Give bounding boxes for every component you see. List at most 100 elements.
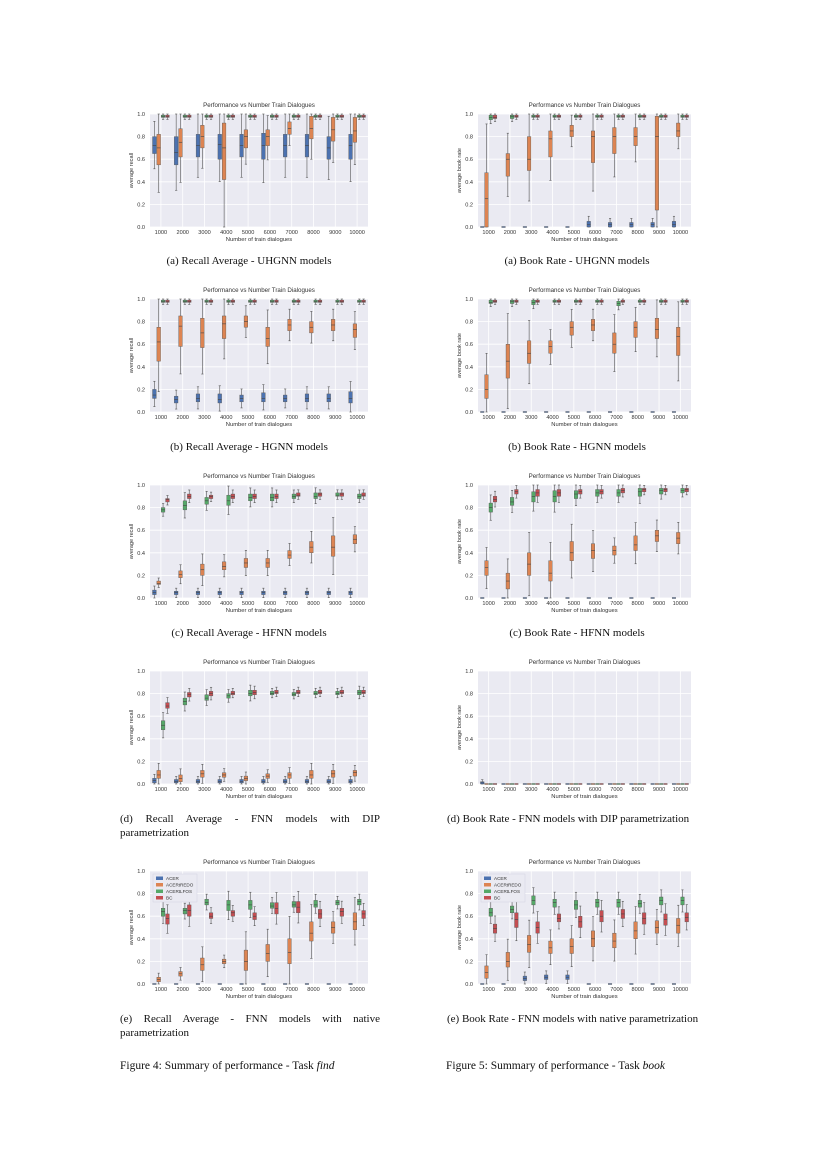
box-acertlfos (270, 687, 275, 699)
box-acertredo (612, 783, 617, 785)
box (283, 591, 288, 595)
box (270, 691, 275, 695)
box (514, 912, 519, 928)
y-tick-label: 0.4 (137, 551, 145, 557)
x-tick-label: 10000 (349, 415, 365, 421)
plot-area (150, 299, 368, 412)
box-acer (629, 783, 634, 785)
y-tick-label: 0.2 (137, 959, 145, 965)
box-acertredo (156, 763, 161, 785)
box-acertredo (569, 523, 574, 579)
box-acertlfos (161, 298, 166, 305)
legend-label: ACER (494, 876, 507, 881)
box-bc (296, 298, 301, 305)
box-bc (274, 298, 279, 305)
box (629, 783, 634, 785)
box-acertlfos (637, 484, 642, 504)
x-tick-label: 4000 (220, 230, 232, 236)
box (527, 340, 532, 364)
box (510, 299, 515, 304)
chart-book-hgnn: 0.0 0.2 0.4 0.6 0.8 1.0 1000 2000 3000 4000 5000 60… (457, 297, 691, 428)
box-bc (599, 298, 604, 305)
box-acertredo (352, 765, 357, 782)
x-tick-label: 3000 (198, 601, 210, 607)
box-acer (671, 597, 676, 599)
box-acer (608, 783, 613, 785)
x-tick-label: 3000 (198, 415, 210, 421)
y-tick-label: 1.0 (137, 483, 145, 489)
y-axis-label: average recall (129, 338, 135, 373)
box-acer (239, 587, 244, 598)
box (612, 932, 617, 949)
box (283, 983, 288, 985)
box-acertredo (156, 113, 161, 193)
box (270, 902, 275, 909)
box-acertredo (527, 113, 532, 202)
box (608, 597, 613, 599)
legend-swatch (484, 896, 491, 900)
box-acertredo (309, 531, 314, 564)
box-acer (304, 113, 309, 178)
box (484, 783, 489, 785)
box-acer (348, 983, 353, 985)
box-acer (544, 970, 549, 984)
box (484, 172, 489, 228)
x-tick-label: 3000 (525, 230, 537, 236)
box-acertlfos (552, 783, 557, 785)
y-tick-label: 1.0 (465, 112, 473, 118)
box-bc (318, 489, 323, 500)
y-tick-label: 0.4 (465, 551, 473, 557)
x-tick-label: 8000 (632, 787, 644, 793)
box (165, 702, 170, 709)
box (586, 783, 591, 785)
box (283, 779, 288, 784)
box-acertlfos (616, 891, 621, 915)
x-tick-label: 6000 (264, 601, 276, 607)
box (586, 597, 591, 599)
box (591, 783, 596, 785)
box-acer (348, 381, 353, 413)
box-acertlfos (204, 893, 209, 911)
plot-title: Performance vs Number Train Dialogues (203, 102, 315, 109)
box-acer (326, 386, 331, 410)
box (243, 949, 248, 971)
y-tick-label: 0.0 (137, 982, 145, 988)
box (261, 591, 266, 595)
box (527, 136, 532, 171)
box (488, 908, 493, 917)
box-bc (493, 298, 498, 305)
plot-recall-hgnn: Performance vs Number Train Dialogues 0.… (129, 287, 368, 428)
box (152, 389, 157, 399)
box-acertredo (484, 123, 489, 228)
box (217, 393, 222, 404)
chart-recall-hgnn: 0.0 0.2 0.4 0.6 0.8 1.0 1000 2000 3000 4000 5000 60… (129, 297, 368, 428)
box (552, 783, 557, 785)
y-tick-label: 0.0 (137, 782, 145, 788)
box-bc (620, 484, 625, 498)
y-tick-label: 0.2 (137, 387, 145, 393)
box-acertredo (287, 543, 292, 566)
box (174, 591, 179, 595)
box (352, 323, 357, 338)
box-acer (650, 783, 655, 785)
box-bc (684, 904, 689, 931)
x-tick-label: 8000 (632, 987, 644, 993)
box-bc (296, 113, 301, 120)
box (217, 134, 222, 160)
box-bc (514, 113, 519, 120)
box (304, 591, 309, 595)
box (569, 321, 574, 336)
y-tick-label: 0.6 (137, 914, 145, 920)
x-tick-label: 7000 (285, 415, 297, 421)
box-acertlfos (335, 113, 340, 120)
box-bc (252, 298, 257, 305)
box-acertlfos (595, 484, 600, 503)
box (569, 541, 574, 561)
plot-title: Performance vs Number Train Dialogues (528, 473, 641, 480)
box-acer (480, 779, 485, 785)
y-tick-label: 0.4 (137, 937, 145, 943)
box-acertredo (505, 132, 510, 197)
box-acertlfos (659, 484, 664, 500)
box (633, 321, 638, 338)
